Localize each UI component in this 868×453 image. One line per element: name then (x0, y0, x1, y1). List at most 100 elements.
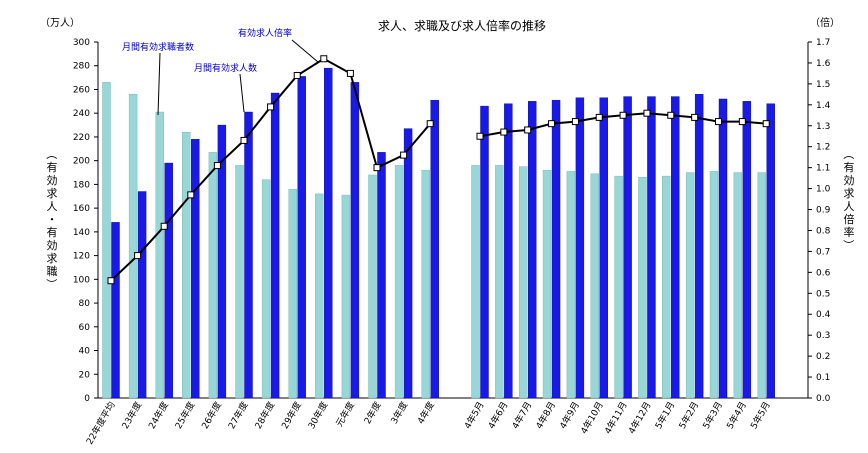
right-tick-label: 0.2 (816, 352, 830, 362)
axis-title-char: 人 (47, 200, 58, 213)
x-tick-label: 4年11月 (602, 400, 630, 436)
ratio-point (293, 72, 301, 80)
bar-job-seekers (261, 179, 271, 399)
left-tick-label: 180 (73, 180, 90, 190)
chart-title: 求人、求職及び求人倍率の推移 (378, 18, 546, 33)
ratio-line (107, 55, 770, 285)
ratio-point (400, 151, 408, 159)
right-tick-label: 0.3 (816, 331, 830, 341)
x-tick-label: 4年10月 (578, 400, 606, 436)
ratio-point (762, 120, 770, 128)
x-tick-label: 5年4月 (724, 400, 749, 432)
ratio-point (643, 109, 651, 117)
bar-job-seekers (733, 172, 743, 399)
x-tick-label: 23年度 (119, 400, 144, 432)
x-tick-label: 5年5月 (748, 400, 773, 432)
bar-job-offers (350, 82, 360, 399)
bar-job-offers (377, 152, 386, 399)
ratio-point (373, 164, 381, 172)
bar-job-offers (324, 67, 333, 399)
bar-job-seekers (542, 169, 552, 399)
ratio-point (476, 132, 484, 140)
ratio-point (320, 55, 328, 63)
bar-job-seekers (566, 171, 576, 399)
x-tick-label: 30年度 (305, 400, 330, 432)
bar-job-offers (647, 96, 656, 399)
left-tick-label: 160 (73, 204, 90, 214)
x-tick-label: 4年度 (415, 400, 437, 427)
annotation-job-seekers-leader (157, 52, 161, 116)
x-tick-label: 28年度 (252, 400, 277, 432)
bar-job-offers (575, 97, 585, 399)
x-tick-label: 25年度 (172, 400, 197, 432)
axis-title-char: 有 (47, 160, 58, 174)
bar-job-offers (718, 98, 728, 399)
left-tick-label: 0 (84, 394, 90, 404)
axis-title-char: ・ (47, 213, 58, 226)
bar-job-offers (191, 139, 200, 399)
right-tick-label: 1.4 (816, 101, 831, 111)
ratio-point (267, 103, 275, 111)
annotation-job-seekers: 月間有効求職者数 (122, 41, 194, 53)
axis-title-char: （ (842, 149, 855, 160)
bar-job-seekers (128, 94, 138, 399)
ratio-point (213, 162, 221, 170)
left-tick-label: 20 (79, 370, 91, 380)
right-tick-label: 0.1 (816, 373, 830, 383)
axis-title-char: ） (45, 279, 58, 290)
left-tick-label: 60 (79, 323, 91, 333)
x-tick-label: 24年度 (146, 400, 171, 432)
axis-title-char: 求 (47, 187, 58, 200)
right-tick-label: 1.0 (816, 185, 831, 195)
axis-title-char: 効 (47, 238, 58, 252)
bar-job-seekers (519, 166, 528, 399)
x-tick-label: 3年度 (388, 400, 410, 427)
bar-job-offers (623, 96, 632, 399)
right-tick-label: 0.6 (816, 268, 831, 278)
bar-job-offers (599, 97, 608, 399)
ratio-point (738, 118, 746, 126)
left-tick-label: 140 (73, 228, 90, 238)
left-tick-label: 80 (79, 299, 91, 309)
bar-job-offers (217, 124, 227, 399)
ratio-point (667, 111, 675, 119)
axis-title-char: 効 (844, 173, 855, 187)
bar-job-seekers (495, 165, 504, 399)
x-tick-label: 5年2月 (676, 400, 701, 432)
right-tick-label: 0.9 (816, 206, 831, 216)
axis-title-char: 求 (844, 187, 855, 200)
x-tick-label: 元年度 (333, 400, 357, 429)
bar-job-offers (551, 99, 561, 399)
bar-job-seekers (685, 172, 695, 399)
axis-title-char: 有 (47, 225, 58, 239)
bar-job-offers (694, 94, 704, 399)
left-tick-label: 240 (73, 109, 90, 119)
axis-title-char: 効 (47, 173, 58, 187)
x-tick-label: 5年3月 (700, 400, 725, 432)
bar-job-seekers (341, 194, 351, 399)
axis-title-char: 率 (844, 225, 855, 239)
annotation-job-offers-leader (239, 73, 245, 113)
ratio-point (187, 191, 195, 199)
bar-job-seekers (235, 165, 244, 399)
right-tick-label: 0.5 (816, 289, 830, 299)
ratio-point (107, 277, 115, 285)
axis-title-char: 求 (47, 252, 58, 265)
x-tick-label: 22年度平均 (83, 400, 117, 447)
bar-job-seekers (638, 177, 647, 399)
ratio-point (595, 113, 603, 121)
left-tick-label: 260 (73, 85, 90, 95)
right-axis-unit: （倍） (810, 16, 840, 29)
bar-job-offers (742, 101, 752, 399)
ratio-point (571, 118, 579, 126)
bar-job-seekers (208, 152, 218, 399)
job-offers-bars (111, 67, 775, 399)
bar-job-seekers (288, 188, 297, 399)
axis-title-char: 有 (844, 160, 855, 174)
ratio-point (548, 120, 556, 128)
left-tick-label: 220 (73, 133, 90, 143)
bar-job-seekers (471, 165, 480, 399)
bar-job-seekers (394, 165, 404, 399)
ratio-point (240, 136, 248, 144)
